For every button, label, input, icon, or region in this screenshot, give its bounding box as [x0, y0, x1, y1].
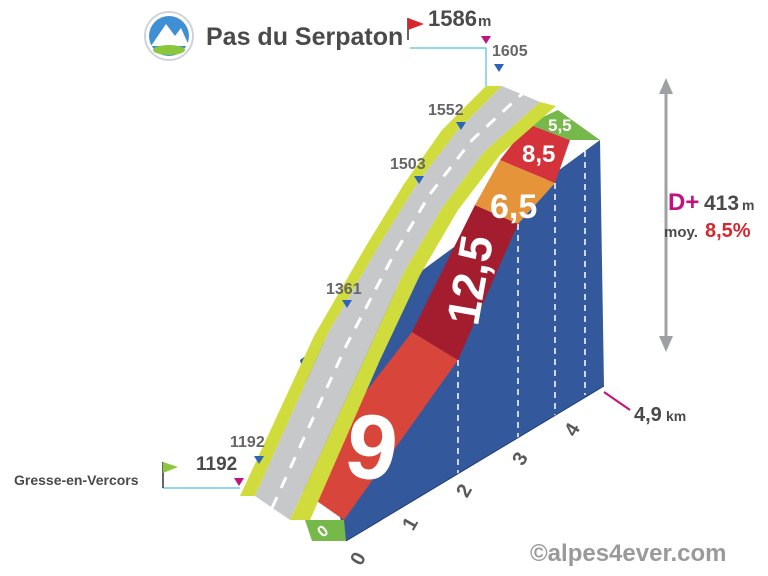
- summit-elevation: 1586: [428, 6, 477, 31]
- summit-marker-icon: [481, 36, 491, 44]
- segment-label-5-5: 5,5: [548, 116, 572, 135]
- x-tick-3: 3: [508, 449, 533, 470]
- segment-9-face: [294, 332, 458, 520]
- distance-unit: km: [666, 408, 686, 424]
- elevation-label-1503: 1503: [390, 156, 426, 173]
- segment-6-5-face: [475, 160, 555, 224]
- marker-1552-icon: [456, 122, 466, 130]
- d-plus-label: D+: [668, 189, 699, 216]
- d-plus-arrow: [659, 78, 673, 352]
- segment-5-5-face: [528, 110, 600, 140]
- page-title: Pas du Serpaton: [206, 23, 403, 51]
- mountain-logo-icon: [144, 11, 194, 61]
- marker-1605-icon: [494, 64, 504, 72]
- road-center-line: [270, 92, 524, 509]
- elevation-label-1361: 1361: [326, 281, 362, 298]
- summit-connector: [410, 47, 487, 86]
- segment-12-5-face: [412, 205, 518, 360]
- start-marker-icon: [234, 478, 244, 486]
- elevation-label-1192: 1192: [230, 434, 265, 451]
- segment-0-face: [305, 520, 346, 541]
- start-name: Gresse-en-Vercors: [14, 472, 139, 488]
- segment-label-8-5: 8,5: [522, 141, 555, 168]
- marker-1503-icon: [414, 176, 424, 184]
- copyright-text: ©alpes4ever.com: [530, 540, 726, 567]
- marker-1192-icon: [254, 456, 264, 464]
- x-tick-0: 0: [346, 549, 371, 570]
- elevation-label-1605: 1605: [492, 43, 528, 60]
- x-tick-1: 1: [398, 514, 423, 535]
- start-elevation: 1192: [196, 454, 237, 475]
- distance-pointer: [603, 391, 631, 411]
- left-verge: [240, 86, 502, 496]
- start-flag-icon: [162, 462, 178, 488]
- summit-flag-icon: [407, 18, 424, 40]
- elevation-label-1552: 1552: [428, 102, 464, 119]
- summit-unit: m: [478, 13, 491, 30]
- x-tick-4: 4: [560, 419, 585, 440]
- marker-1361-icon: [342, 300, 352, 308]
- avg-value: 8,5%: [705, 220, 751, 242]
- segment-label-6-5: 6,5: [490, 188, 537, 226]
- d-plus-unit: m: [742, 197, 754, 213]
- x-tick-2: 2: [452, 481, 477, 502]
- d-plus-value: 413: [704, 192, 739, 215]
- avg-label: moy.: [664, 224, 698, 241]
- road-surface: [255, 86, 540, 520]
- distance-value: 4,9: [634, 404, 662, 426]
- right-verge: [290, 102, 556, 520]
- axis-line: [345, 385, 605, 542]
